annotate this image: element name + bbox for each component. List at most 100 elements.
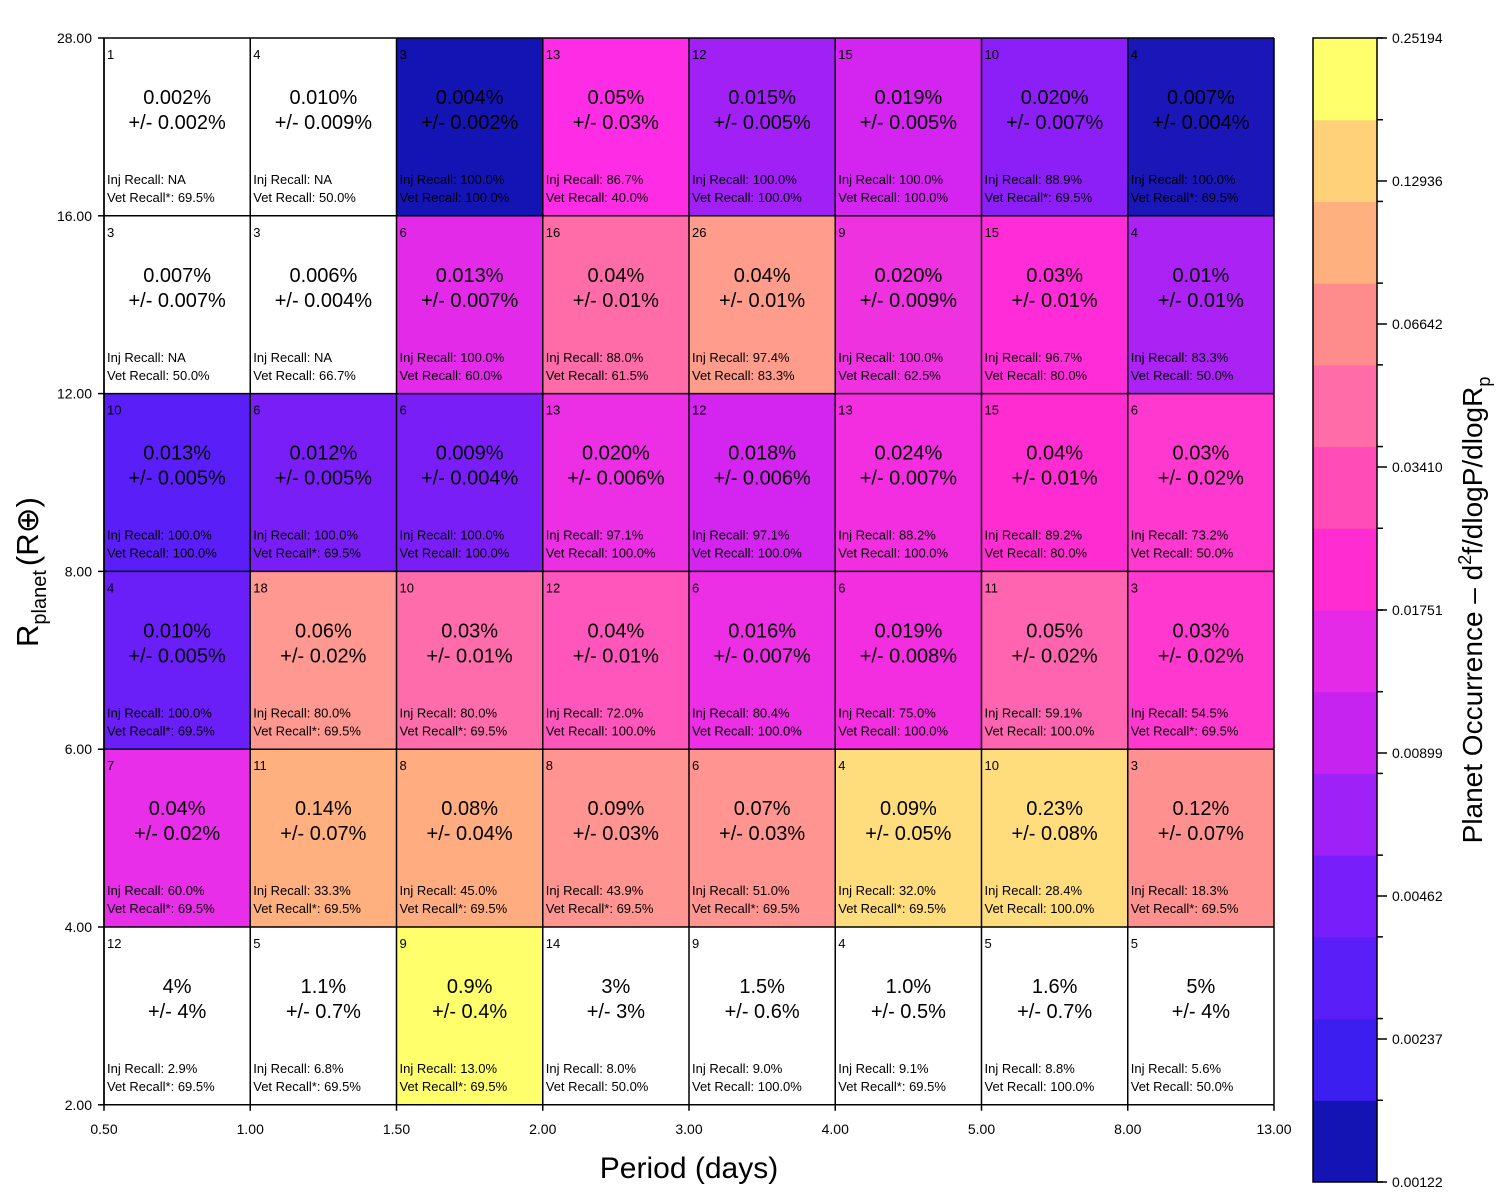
cell-error: +/- 0.02% (134, 823, 220, 845)
heatmap-cell: 3 0.03% +/- 0.02% Inj Recall: 54.5% Vet Reca… (1127, 571, 1274, 750)
cell-inj-recall: Inj Recall: 88.9% (985, 172, 1083, 187)
heatmap-cell: 3 0.12% +/- 0.07% Inj Recall: 18.3% Vet Reca… (1127, 749, 1274, 927)
heatmap-cell-fill (689, 38, 836, 216)
heatmap-cell: 16 0.04% +/- 0.01% Inj Recall: 88.0% Vet Rec… (542, 215, 689, 394)
cell-count: 16 (546, 225, 560, 240)
cell-inj-recall: Inj Recall: 28.4% (985, 883, 1083, 898)
cell-rate: 0.007% (1167, 87, 1235, 109)
heatmap-cell: 5 1.6% +/- 0.7% Inj Recall: 8.8% Vet Recall:… (981, 927, 1128, 1105)
cell-count: 15 (985, 403, 999, 418)
heatmap-cell: 4 1.0% +/- 0.5% Inj Recall: 9.1% Vet Recall*… (835, 927, 982, 1105)
cell-count: 6 (253, 403, 260, 418)
cell-vet-recall: Vet Recall: 100.0% (400, 546, 510, 561)
cell-count: 13 (838, 403, 852, 418)
cell-count: 8 (546, 758, 553, 773)
cell-vet-recall: Vet Recall*: 69.5% (107, 190, 215, 205)
cell-rate: 0.019% (874, 620, 942, 642)
cell-count: 6 (838, 580, 845, 595)
cell-vet-recall: Vet Recall: 50.0% (546, 1079, 649, 1094)
cell-count: 5 (985, 936, 992, 951)
cell-inj-recall: Inj Recall: 75.0% (838, 705, 936, 720)
colorbar-band (1313, 38, 1377, 121)
cell-vet-recall: Vet Recall*: 69.5% (400, 723, 508, 738)
cell-rate: 0.07% (734, 798, 791, 820)
colorbar-band (1313, 773, 1377, 856)
colorbar-label-sup: 2 (1455, 555, 1475, 565)
heatmap-cell-fill (104, 38, 251, 216)
cell-count: 1 (107, 47, 114, 62)
cell-rate: 0.09% (588, 798, 645, 820)
cell-count: 6 (400, 225, 407, 240)
cell-vet-recall: Vet Recall*: 69.5% (1131, 723, 1239, 738)
x-axis-label: Period (days) (600, 1152, 778, 1185)
cell-rate: 0.08% (441, 798, 498, 820)
cell-error: +/- 0.04% (427, 823, 513, 845)
cell-vet-recall: Vet Recall*: 69.5% (253, 1079, 361, 1094)
heatmap-cell: 12 0.015% +/- 0.005% Inj Recall: 100.0% Vet … (689, 38, 836, 216)
x-tick-label: 13.00 (1256, 1121, 1291, 1137)
cell-vet-recall: Vet Recall*: 69.5% (838, 901, 946, 916)
cell-vet-recall: Vet Recall: 100.0% (838, 190, 948, 205)
heatmap-cell: 4 0.01% +/- 0.01% Inj Recall: 83.3% Vet Reca… (1127, 215, 1274, 394)
cell-inj-recall: Inj Recall: 100.0% (253, 528, 358, 543)
heatmap-cell-fill (250, 749, 397, 927)
colorbar-band (1313, 1100, 1377, 1183)
cell-rate: 0.04% (1026, 443, 1083, 465)
colorbar-label-main: Planet Occurrence – d (1457, 565, 1488, 844)
cell-inj-recall: Inj Recall: 100.0% (107, 528, 212, 543)
heatmap-cell-fill (542, 571, 689, 750)
cell-rate: 0.12% (1173, 798, 1230, 820)
heatmap-cell-fill (1127, 215, 1274, 394)
cell-rate: 0.03% (1173, 443, 1230, 465)
cell-count: 4 (1131, 47, 1138, 62)
colorbar-tick-label: 0.03410 (1392, 459, 1443, 475)
cell-vet-recall: Vet Recall: 61.5% (546, 368, 649, 383)
heatmap-cell-fill (689, 571, 836, 750)
heatmap-cell-fill (1127, 571, 1274, 750)
cell-inj-recall: Inj Recall: 32.0% (838, 883, 936, 898)
cell-count: 6 (692, 758, 699, 773)
cell-vet-recall: Vet Recall*: 69.5% (107, 901, 215, 916)
heatmap-cell-fill (981, 393, 1128, 572)
colorbar-tick-label: 0.01751 (1392, 602, 1443, 618)
heatmap-cell-fill (689, 393, 836, 572)
cell-count: 10 (107, 403, 121, 418)
cell-error: +/- 0.004% (421, 468, 519, 490)
cell-error: +/- 0.01% (573, 645, 659, 667)
cell-rate: 0.020% (582, 443, 650, 465)
cell-rate: 0.04% (149, 798, 206, 820)
colorbar-tick-label: 0.00899 (1392, 745, 1443, 761)
cell-vet-recall: Vet Recall: 50.0% (1131, 546, 1234, 561)
cell-inj-recall: Inj Recall: 100.0% (838, 172, 943, 187)
colorbar-band (1313, 201, 1377, 284)
cell-inj-recall: Inj Recall: 100.0% (838, 350, 943, 365)
cell-vet-recall: Vet Recall*: 69.5% (253, 723, 361, 738)
heatmap-cell: 9 0.9% +/- 0.4% Inj Recall: 13.0% Vet Recall… (396, 927, 543, 1105)
heatmap-cell-fill (1127, 927, 1274, 1105)
cell-rate: 0.018% (728, 443, 796, 465)
heatmap-cell-fill (981, 749, 1128, 927)
cell-error: +/- 0.007% (421, 290, 519, 312)
cell-rate: 0.019% (874, 87, 942, 109)
cell-inj-recall: Inj Recall: 96.7% (985, 350, 1083, 365)
cell-vet-recall: Vet Recall: 66.7% (253, 368, 356, 383)
y-axis-label-main: R (10, 625, 45, 647)
cell-vet-recall: Vet Recall: 100.0% (692, 190, 802, 205)
cell-vet-recall: Vet Recall: 62.5% (838, 368, 941, 383)
heatmap-cell: 10 0.013% +/- 0.005% Inj Recall: 100.0% Vet … (104, 393, 251, 572)
cell-count: 3 (253, 225, 260, 240)
cell-rate: 0.002% (143, 87, 211, 109)
cell-inj-recall: Inj Recall: 100.0% (692, 172, 797, 187)
cell-error: +/- 0.01% (427, 645, 513, 667)
cell-count: 10 (985, 758, 999, 773)
cell-vet-recall: Vet Recall: 100.0% (546, 546, 656, 561)
cell-rate: 0.04% (588, 265, 645, 287)
cell-inj-recall: Inj Recall: NA (107, 350, 186, 365)
heatmap-cell: 14 3% +/- 3% Inj Recall: 8.0% Vet Recall: 50… (542, 927, 689, 1105)
cell-error: +/- 0.006% (567, 468, 665, 490)
cell-rate: 1.6% (1032, 976, 1078, 998)
cell-count: 4 (1131, 225, 1138, 240)
axes: 0.50 1.00 1.50 2.00 3.00 4.00 5.00 8.00 13.00 2.0… (57, 30, 1292, 1137)
y-tick-label: 4.00 (65, 919, 92, 935)
cell-count: 13 (546, 47, 560, 62)
